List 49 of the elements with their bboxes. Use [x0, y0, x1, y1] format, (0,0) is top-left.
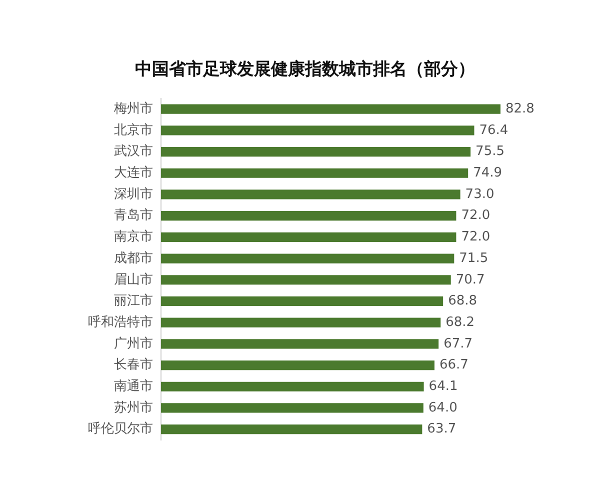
data-label: 72.0: [461, 208, 490, 224]
bar: [161, 275, 451, 285]
data-label: 64.0: [428, 400, 458, 416]
bar: [161, 146, 471, 157]
y-tick-label: 大连市: [114, 166, 153, 180]
data-label: 72.0: [461, 230, 490, 245]
y-tick-label: 长春市: [114, 358, 153, 373]
data-label: 68.8: [448, 294, 478, 309]
bar: [161, 360, 434, 370]
bar: [161, 232, 456, 242]
bar: [161, 254, 454, 264]
data-label: 73.0: [465, 186, 494, 202]
y-tick-label: 呼伦贝尔市: [88, 422, 153, 437]
bar: [161, 168, 468, 178]
bar: [161, 403, 424, 413]
y-tick-label: 呼和浩特市: [88, 314, 153, 330]
bar: [161, 211, 456, 221]
y-tick-label: 广州市: [114, 336, 153, 352]
data-label: 75.5: [476, 144, 505, 160]
data-label: 70.7: [456, 272, 485, 288]
bar: [161, 296, 444, 306]
y-tick-label: 深圳市: [114, 186, 153, 202]
y-tick-label: 武汉市: [114, 144, 153, 160]
y-tick-label: 梅州市: [113, 101, 153, 116]
bar: [161, 126, 474, 136]
y-tick-label: 丽江市: [114, 294, 153, 309]
bar: [161, 104, 500, 114]
bar: [161, 318, 441, 328]
y-tick-label: 南通市: [114, 379, 153, 394]
data-label: 66.7: [439, 358, 468, 373]
y-tick-label: 南京市: [114, 230, 153, 245]
data-label: 76.4: [479, 122, 508, 138]
bar: [161, 424, 422, 434]
y-tick-label: 青岛市: [114, 208, 153, 224]
bar: [161, 339, 439, 349]
data-label: 67.7: [444, 336, 473, 352]
data-label: 71.5: [459, 250, 488, 266]
data-label: 74.9: [473, 166, 502, 180]
y-tick-label: 成都市: [114, 250, 153, 266]
data-label: 63.7: [427, 422, 456, 437]
data-label: 82.8: [505, 101, 534, 116]
data-label: 68.2: [446, 314, 475, 330]
y-tick-label: 苏州市: [114, 400, 153, 416]
chart-title: 中国省市足球发展健康指数城市排名（部分）: [135, 60, 475, 80]
y-tick-label: 眉山市: [114, 272, 153, 288]
bar: [161, 382, 424, 392]
data-label: 64.1: [428, 379, 458, 394]
y-tick-label: 北京市: [114, 122, 153, 138]
bar: [161, 190, 460, 200]
